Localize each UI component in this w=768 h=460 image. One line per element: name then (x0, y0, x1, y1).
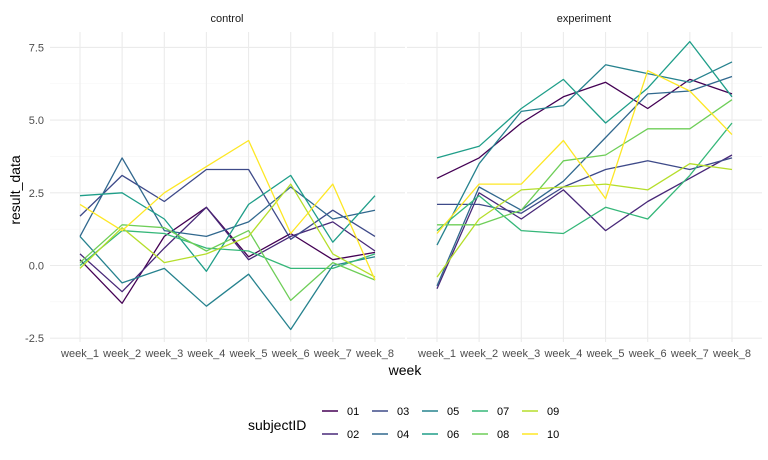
y-tick-label: -2.5 (25, 333, 44, 345)
legend-label-01: 01 (347, 406, 359, 418)
series-line-control-03 (79, 168, 376, 240)
x-tick-label: week_8 (712, 348, 751, 360)
legend-label-04: 04 (397, 429, 409, 441)
series-line-control-01 (79, 206, 376, 304)
x-tick-label: week_6 (628, 348, 667, 360)
facet-label-control: control (210, 13, 243, 25)
legend-label-10: 10 (547, 429, 559, 441)
y-tick-label: 0.0 (29, 261, 44, 273)
gridlines-experiment (407, 32, 762, 342)
series-line-experiment-05 (436, 61, 733, 246)
series-line-control-08 (79, 224, 376, 302)
legend-label-03: 03 (397, 406, 409, 418)
series-line-control-04 (79, 157, 376, 238)
panel-experiment: experiment week_1 week_2 week_3 week_4 week_… (407, 13, 762, 360)
x-tick-label: week_6 (271, 348, 310, 360)
y-tick-labels: -2.5 0.0 2.5 5.0 7.5 (25, 42, 44, 345)
series-line-control-02 (79, 206, 376, 293)
x-tick-label: week_3 (501, 348, 540, 360)
y-tick-label: 2.5 (29, 188, 44, 200)
legend-label-02: 02 (347, 429, 359, 441)
x-tick-label: week_8 (355, 348, 394, 360)
legend-label-08: 08 (497, 429, 509, 441)
legend-items: 01 02 03 04 05 06 07 08 09 10 (322, 406, 559, 441)
y-tick-label: 5.0 (29, 115, 44, 127)
y-axis-title: result_data (7, 155, 23, 224)
series-line-experiment-06 (436, 40, 733, 159)
series-line-control-10 (79, 139, 376, 281)
x-tick-label: week_4 (186, 348, 225, 360)
series-line-control-05 (79, 235, 376, 331)
legend-label-07: 07 (497, 406, 509, 418)
x-tick-label: week_7 (313, 348, 352, 360)
series-line-experiment-01 (436, 78, 733, 179)
series-line-experiment-07 (436, 122, 733, 235)
series-line-control-09 (79, 183, 376, 278)
panel-control: control week_1 week_2 week_3 week_4 week_5 we… (50, 13, 405, 360)
series-line-experiment-02 (436, 154, 733, 290)
x-axis-title: week (388, 362, 423, 378)
x-tick-labels-experiment: week_1 week_2 week_3 week_4 week_5 week_6 week… (417, 348, 751, 360)
x-tick-label: week_5 (229, 348, 268, 360)
gridlines-control (50, 32, 405, 342)
x-tick-label: week_7 (670, 348, 709, 360)
x-tick-label: week_2 (102, 348, 141, 360)
series-lines-control (79, 139, 376, 331)
legend: subjectID 01 02 03 04 05 06 07 08 09 10 (248, 406, 559, 441)
legend-label-06: 06 (447, 429, 459, 441)
series-line-experiment-10 (436, 70, 733, 234)
x-tick-label: week_1 (60, 348, 99, 360)
y-tick-label: 7.5 (29, 42, 44, 54)
series-line-experiment-04 (436, 75, 733, 287)
x-tick-label: week_1 (417, 348, 456, 360)
legend-label-09: 09 (547, 406, 559, 418)
legend-title: subjectID (248, 417, 306, 433)
x-tick-label: week_5 (586, 348, 625, 360)
series-line-experiment-09 (436, 163, 733, 278)
x-tick-label: week_2 (459, 348, 498, 360)
series-line-control-06 (79, 174, 376, 272)
series-line-experiment-08 (437, 99, 733, 226)
x-tick-label: week_4 (543, 348, 582, 360)
legend-label-05: 05 (447, 406, 459, 418)
facet-label-experiment: experiment (557, 13, 611, 25)
x-tick-label: week_3 (144, 348, 183, 360)
series-lines-experiment (436, 40, 733, 290)
x-tick-labels-control: week_1 week_2 week_3 week_4 week_5 week_6 week… (60, 348, 394, 360)
